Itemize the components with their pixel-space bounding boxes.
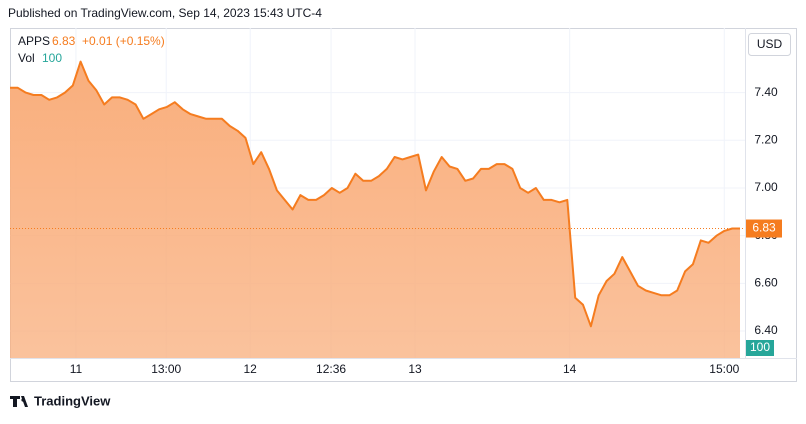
y-tick-label: 6.60 — [754, 276, 778, 290]
x-tick-label: 14 — [563, 362, 577, 376]
y-tick-label: 7.40 — [754, 85, 778, 99]
x-tick-label: 13 — [408, 362, 422, 376]
x-tick-label: 12 — [244, 362, 258, 376]
volume-label: Vol — [18, 51, 35, 65]
y-tick-label: 7.00 — [754, 180, 778, 194]
symbol: APPS — [18, 34, 50, 48]
last-price-tag — [746, 219, 782, 238]
logo — [10, 396, 28, 407]
last-price-label: 6.83 — [752, 221, 776, 235]
plot — [10, 60, 745, 358]
volume-tag-label: 100 — [750, 340, 770, 354]
x-tick-label: 12:36 — [316, 362, 346, 376]
axes: 6.406.606.807.007.207.401113:001212:3613… — [70, 85, 782, 376]
legend-price: 6.83 — [52, 34, 76, 48]
y-tick-label: 7.20 — [754, 132, 778, 146]
y-tick-label: 6.40 — [754, 323, 778, 337]
currency-button[interactable] — [748, 33, 791, 56]
x-tick-label: 13:00 — [151, 362, 181, 376]
x-tick-label: 11 — [70, 362, 83, 376]
x-tick-label: 15:00 — [709, 362, 739, 376]
legend-change: +0.01 (+0.15%) — [82, 34, 165, 48]
legend-volume: 100 — [42, 51, 62, 65]
volume-tag — [746, 340, 774, 356]
footer: TradingView — [34, 393, 111, 408]
price-line — [10, 60, 740, 328]
area — [10, 61, 740, 358]
currency[interactable]: USD — [757, 37, 783, 51]
header: Published on TradingView.com, Sep 14, 20… — [8, 6, 322, 20]
